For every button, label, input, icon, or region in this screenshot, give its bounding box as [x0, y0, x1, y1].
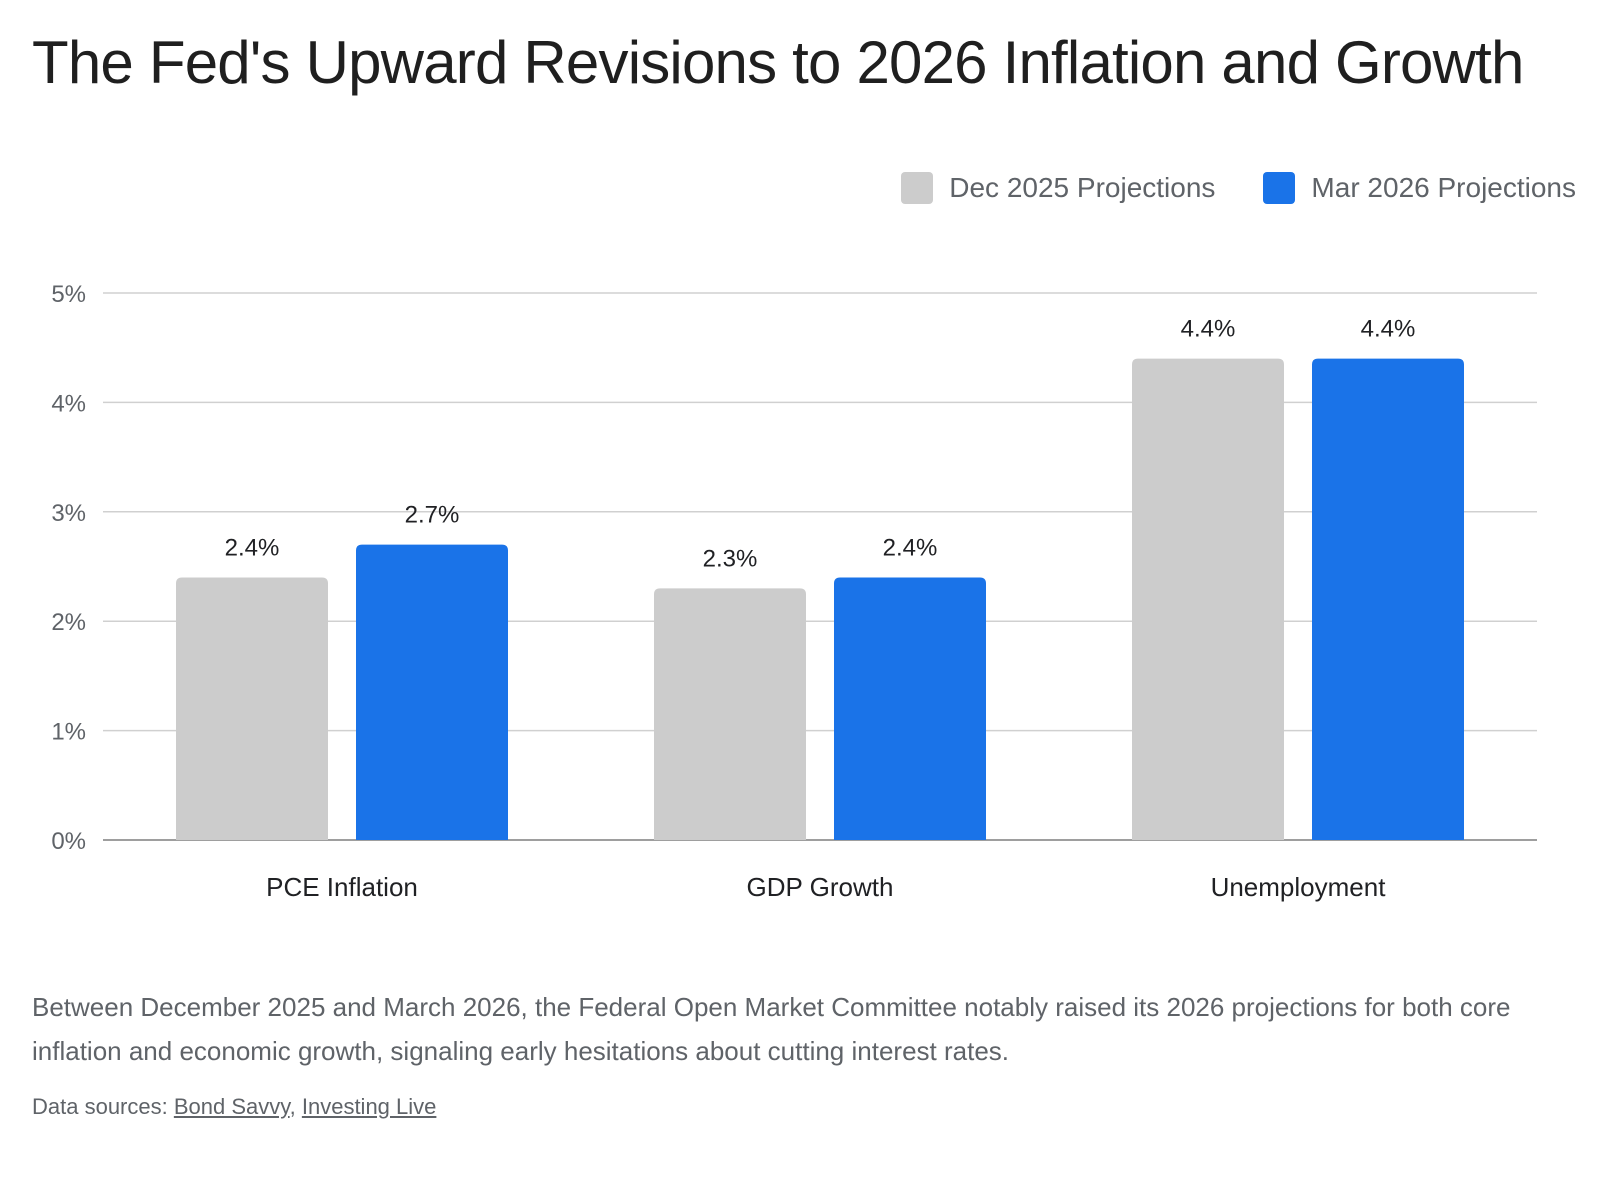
- legend-label-dec-2025: Dec 2025 Projections: [949, 172, 1216, 203]
- chart-title: The Fed's Upward Revisions to 2026 Infla…: [32, 29, 1524, 96]
- data-sources: Data sources: Bond Savvy, Investing Live: [32, 1094, 436, 1120]
- data-label: 4.4%: [1361, 316, 1416, 343]
- source-link-bond-savvy[interactable]: Bond Savvy: [173, 1094, 290, 1119]
- chart-legend: Dec 2025 Projections Mar 2026 Projection…: [901, 172, 1576, 204]
- data-label: 2.4%: [225, 534, 280, 561]
- x-category-label: GDP Growth: [747, 872, 894, 902]
- legend-swatch-dec-2025: [901, 172, 934, 204]
- y-tick-label: 5%: [51, 281, 86, 308]
- data-label: 2.4%: [883, 534, 938, 561]
- x-category-label: PCE Inflation: [266, 872, 418, 902]
- sources-separator: ,: [289, 1094, 302, 1119]
- bar-chart: 0% 1% 2% 3% 4% 5% 2.4% 2.7% PCE Inflation 2.3% 2.4…: [51, 281, 1537, 902]
- y-tick-label: 1%: [51, 719, 86, 746]
- bar-dec-2025-pce-inflation: [176, 577, 328, 840]
- legend-label-mar-2026: Mar 2026 Projections: [1311, 172, 1576, 203]
- bar-dec-2025-unemployment: [1132, 358, 1284, 840]
- legend-item-mar-2026: Mar 2026 Projections: [1263, 172, 1576, 204]
- chart-caption: Between December 2025 and March 2026, th…: [32, 992, 1511, 1066]
- y-tick-label: 4%: [51, 390, 86, 417]
- y-tick-label: 3%: [51, 500, 86, 527]
- y-tick-label: 0%: [51, 828, 86, 855]
- legend-item-dec-2025: Dec 2025 Projections: [901, 172, 1215, 204]
- data-label: 4.4%: [1181, 316, 1236, 343]
- bar-mar-2026-gdp-growth: [834, 577, 986, 840]
- x-category-label: Unemployment: [1211, 872, 1387, 902]
- data-label: 2.7%: [405, 502, 460, 529]
- bar-mar-2026-unemployment: [1312, 358, 1464, 840]
- legend-swatch-mar-2026: [1263, 172, 1296, 204]
- bar-dec-2025-gdp-growth: [654, 588, 806, 840]
- source-link-investing-live[interactable]: Investing Live: [301, 1094, 437, 1119]
- bar-mar-2026-pce-inflation: [356, 544, 508, 840]
- data-label: 2.3%: [703, 545, 758, 572]
- sources-prefix: Data sources:: [32, 1094, 174, 1119]
- y-tick-label: 2%: [51, 609, 86, 636]
